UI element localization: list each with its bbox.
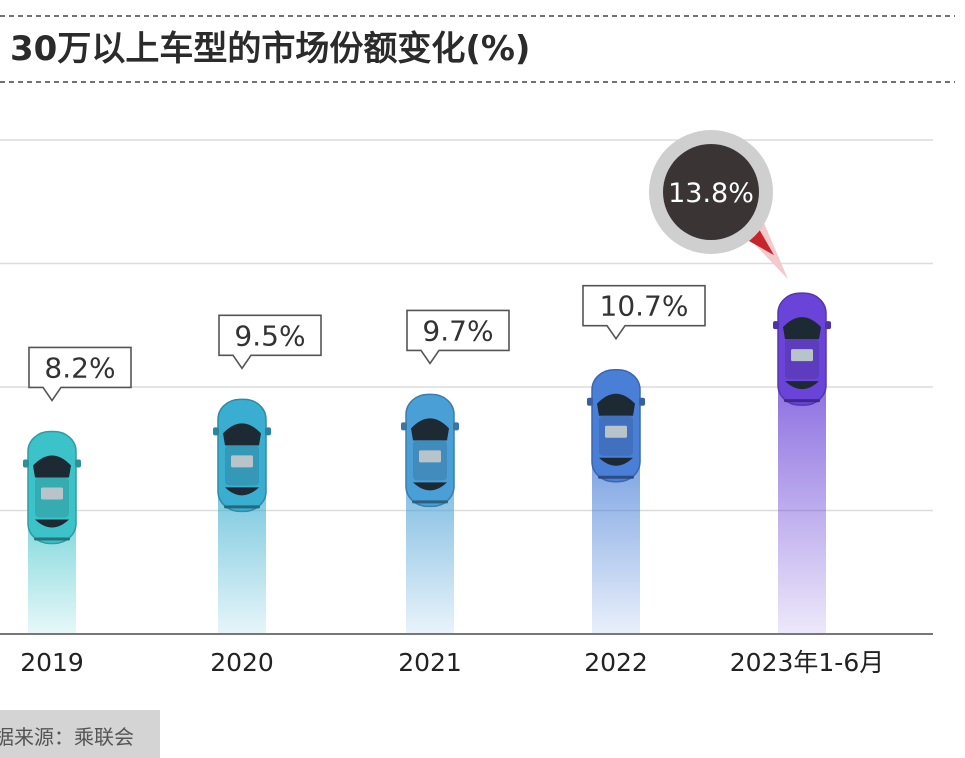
x-axis-ticks: 2019 2020 2021 2022 2023年1-6月 <box>20 648 884 677</box>
car-tail <box>34 537 70 541</box>
value-label: 13.8% <box>668 178 754 209</box>
car-rear-window <box>599 457 633 466</box>
car-rear-window <box>413 482 447 491</box>
car-mirror-right <box>75 459 81 468</box>
car-mirror-right <box>639 397 645 406</box>
bar-2019 <box>23 430 81 634</box>
car-mirror-right <box>265 427 271 436</box>
car-mirror-left <box>773 321 779 330</box>
bar-2023年1-6月 <box>773 292 831 634</box>
car-tail <box>784 399 820 403</box>
x-tick-label: 2023年1-6月 <box>730 648 884 677</box>
x-tick-label: 2021 <box>398 648 462 677</box>
value-label: 10.7% <box>600 290 689 323</box>
value-label-callout <box>582 284 706 341</box>
car-windshield <box>33 455 71 478</box>
car-sunroof <box>419 450 441 463</box>
value-label-callout <box>218 314 322 370</box>
car-sunroof <box>231 455 253 468</box>
car-mirror-right <box>453 422 459 431</box>
car-windshield <box>783 317 821 340</box>
car-rear-window <box>785 381 819 390</box>
car-sunroof <box>791 349 813 362</box>
car-tail <box>598 475 634 479</box>
highlight-callout: 13.8% <box>649 130 788 280</box>
value-labels: 8.2% 9.5% 9.7% 10.7% 13.8% <box>28 130 788 402</box>
car-windshield <box>223 423 261 446</box>
x-tick-label: 2022 <box>584 648 648 677</box>
value-label-box: 9.5% <box>218 314 322 370</box>
car-windshield <box>597 393 635 416</box>
value-label-box: 9.7% <box>406 309 510 365</box>
car-windshield <box>411 418 449 441</box>
value-label-callout <box>28 346 132 402</box>
bar-group <box>23 292 831 634</box>
bar-2022 <box>587 368 645 634</box>
source-text: 据来源：乘联会 <box>0 725 134 749</box>
chart-title: 30万以上车型的市场份额变化(%) <box>10 29 530 69</box>
bar-2021 <box>401 393 459 634</box>
source-box <box>0 710 160 758</box>
car-tail <box>412 500 448 504</box>
value-label-box: 10.7% <box>582 284 706 341</box>
callout-inner-circle <box>663 144 759 240</box>
car-sunroof <box>605 425 627 438</box>
car-mirror-right <box>825 321 831 330</box>
car-mirror-left <box>23 459 29 468</box>
car-tail <box>224 505 260 509</box>
car-rear-window <box>35 519 69 528</box>
car-rear-window <box>225 487 259 496</box>
car-sunroof <box>41 487 63 500</box>
x-tick-label: 2020 <box>210 648 274 677</box>
value-label-box: 8.2% <box>28 346 132 402</box>
value-label-callout <box>406 309 510 365</box>
car-mirror-left <box>401 422 407 431</box>
car-mirror-left <box>587 397 593 406</box>
car-mirror-left <box>213 427 219 436</box>
x-tick-label: 2019 <box>20 648 84 677</box>
value-label: 8.2% <box>44 351 115 384</box>
value-label: 9.7% <box>422 314 493 347</box>
bar-2020 <box>213 398 271 634</box>
value-label: 9.5% <box>234 319 305 352</box>
